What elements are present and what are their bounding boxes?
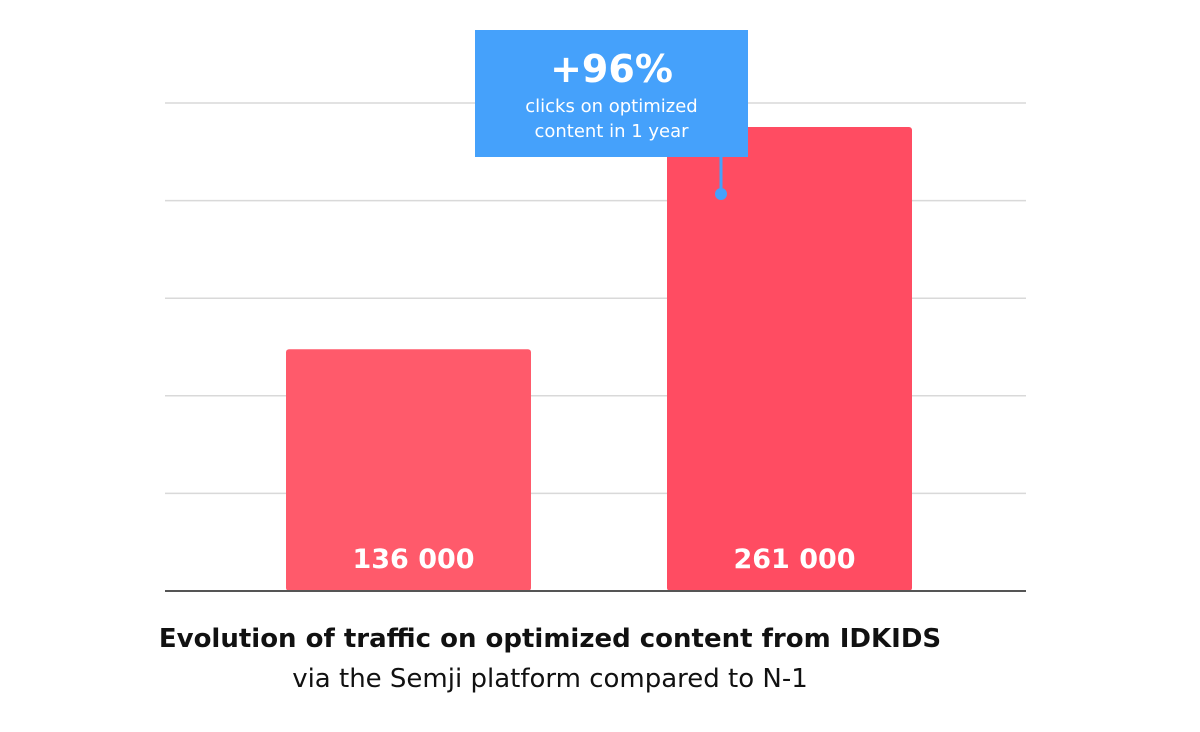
callout-line-2: content in 1 year — [534, 121, 689, 142]
bar-labels: 136 000 261 000 — [352, 544, 855, 575]
bar — [286, 349, 531, 591]
callout-line-1: clicks on optimized — [525, 96, 697, 117]
chart-subtitle: via the Semji platform compared to N-1 — [292, 664, 808, 694]
bar — [667, 127, 912, 591]
callout-headline: +96% — [550, 47, 673, 91]
chart-title: Evolution of traffic on optimized conten… — [158, 624, 942, 654]
callout-box — [475, 30, 748, 157]
callout-dot — [715, 188, 727, 200]
bar-value-label: 136 000 — [352, 544, 474, 575]
bar-chart: 136 000 261 000 +96% clicks on optimized … — [165, 30, 1026, 592]
bars — [286, 127, 912, 591]
bar-value-label: 261 000 — [733, 544, 855, 575]
callout: +96% clicks on optimized content in 1 ye… — [475, 30, 748, 200]
